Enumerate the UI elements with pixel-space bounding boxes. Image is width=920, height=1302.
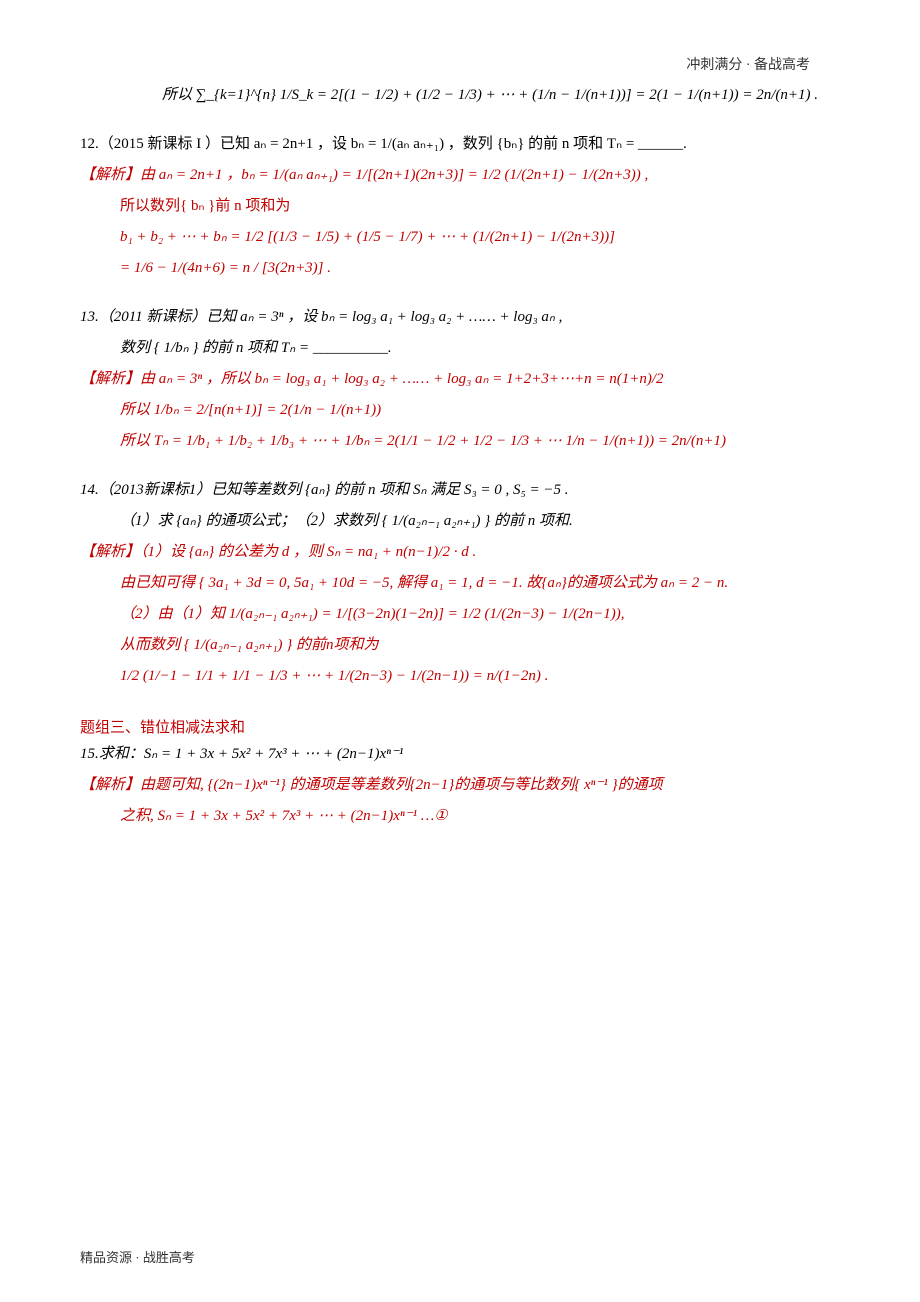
header-right: 冲刺满分 · 备战高考 bbox=[686, 54, 810, 74]
q14-stem: 14.（2013新课标1）已知等差数列 {aₙ} 的前 n 项和 Sₙ 满足 S… bbox=[80, 477, 840, 504]
eq-top: 所以 ∑_{k=1}^{n} 1/S_k = 2[(1 − 1/2) + (1/… bbox=[162, 82, 840, 109]
q12-sol-l3: b₁ + b₂ + ⋯ + bₙ = 1/2 [(1/3 − 1/5) + (1… bbox=[120, 224, 840, 251]
q12-stem: 12.（2015 新课标 I ）已知 aₙ = 2n+1 ，设 bₙ = 1/(… bbox=[80, 131, 840, 158]
q13-sol-l3: 所以 Tₙ = 1/b₁ + 1/b₂ + 1/b₃ + ⋯ + 1/bₙ = … bbox=[120, 428, 840, 455]
section3-title: 题组三、错位相减法求和 bbox=[80, 716, 840, 737]
q15-sol-l2: 之积, Sₙ = 1 + 3x + 5x² + 7x³ + ⋯ + (2n−1)… bbox=[120, 803, 840, 830]
q14-sol-l4: 从而数列 { 1/(a₂ₙ₋₁ a₂ₙ₊₁) } 的前n项和为 bbox=[120, 632, 840, 659]
q14-sol-l3: （2）由（1）知 1/(a₂ₙ₋₁ a₂ₙ₊₁) = 1/[(3−2n)(1−2… bbox=[120, 601, 840, 628]
q12-sol-l4: = 1/6 − 1/(4n+6) = n / [3(2n+3)] . bbox=[120, 255, 840, 282]
footer-left: 精品资源 · 战胜高考 bbox=[80, 1247, 195, 1266]
q12-sol-l1: 【解析】由 aₙ = 2n+1 ，bₙ = 1/(aₙ aₙ₊₁) = 1/[(… bbox=[80, 162, 840, 189]
q13-stem-l2: 数列 { 1/bₙ } 的前 n 项和 Tₙ = __________. bbox=[120, 335, 840, 362]
q13-sol-l1: 【解析】由 aₙ = 3ⁿ ，所以 bₙ = log₃ a₁ + log₃ a₂… bbox=[80, 366, 840, 393]
q13-stem-l1: 13.（2011 新课标）已知 aₙ = 3ⁿ ，设 bₙ = log₃ a₁ … bbox=[80, 304, 840, 331]
q15-stem: 15.求和：Sₙ = 1 + 3x + 5x² + 7x³ + ⋯ + (2n−… bbox=[80, 741, 840, 768]
document-page: 冲刺满分 · 备战高考 所以 ∑_{k=1}^{n} 1/S_k = 2[(1 … bbox=[0, 0, 920, 1302]
q14-sol-l1: 【解析】（1）设 {aₙ} 的公差为 d ，则 Sₙ = na₁ + n(n−1… bbox=[80, 539, 840, 566]
q14-sol-l5: 1/2 (1/−1 − 1/1 + 1/1 − 1/3 + ⋯ + 1/(2n−… bbox=[120, 663, 840, 690]
q14-sol-l2: 由已知可得 { 3a₁ + 3d = 0, 5a₁ + 10d = −5, 解得… bbox=[120, 570, 840, 597]
q13-sol-l2: 所以 1/bₙ = 2/[n(n+1)] = 2(1/n − 1/(n+1)) bbox=[120, 397, 840, 424]
q15-sol-l1: 【解析】由题可知, {(2n−1)xⁿ⁻¹} 的通项是等差数列{2n−1}的通项… bbox=[80, 772, 840, 799]
q14-parts: （1）求 {aₙ} 的通项公式；（2）求数列 { 1/(a₂ₙ₋₁ a₂ₙ₊₁)… bbox=[120, 508, 840, 535]
q12-sol-l2: 所以数列{ bₙ }前 n 项和为 bbox=[120, 193, 840, 220]
